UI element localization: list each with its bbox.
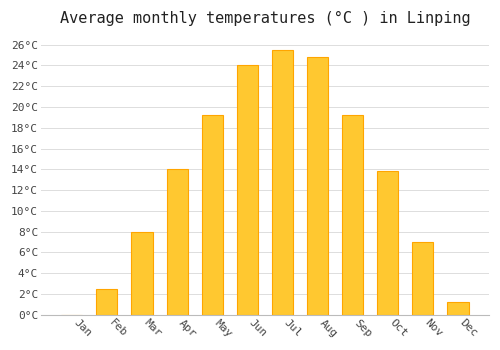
Bar	[166, 169, 188, 315]
Bar	[237, 65, 258, 315]
Bar	[132, 232, 152, 315]
Bar	[412, 242, 434, 315]
Bar	[307, 57, 328, 315]
Bar	[448, 302, 468, 315]
Bar	[202, 115, 223, 315]
Bar	[342, 115, 363, 315]
Bar	[272, 50, 293, 315]
Title: Average monthly temperatures (°C ) in Linping: Average monthly temperatures (°C ) in Li…	[60, 11, 470, 26]
Bar	[377, 172, 398, 315]
Bar	[96, 289, 117, 315]
